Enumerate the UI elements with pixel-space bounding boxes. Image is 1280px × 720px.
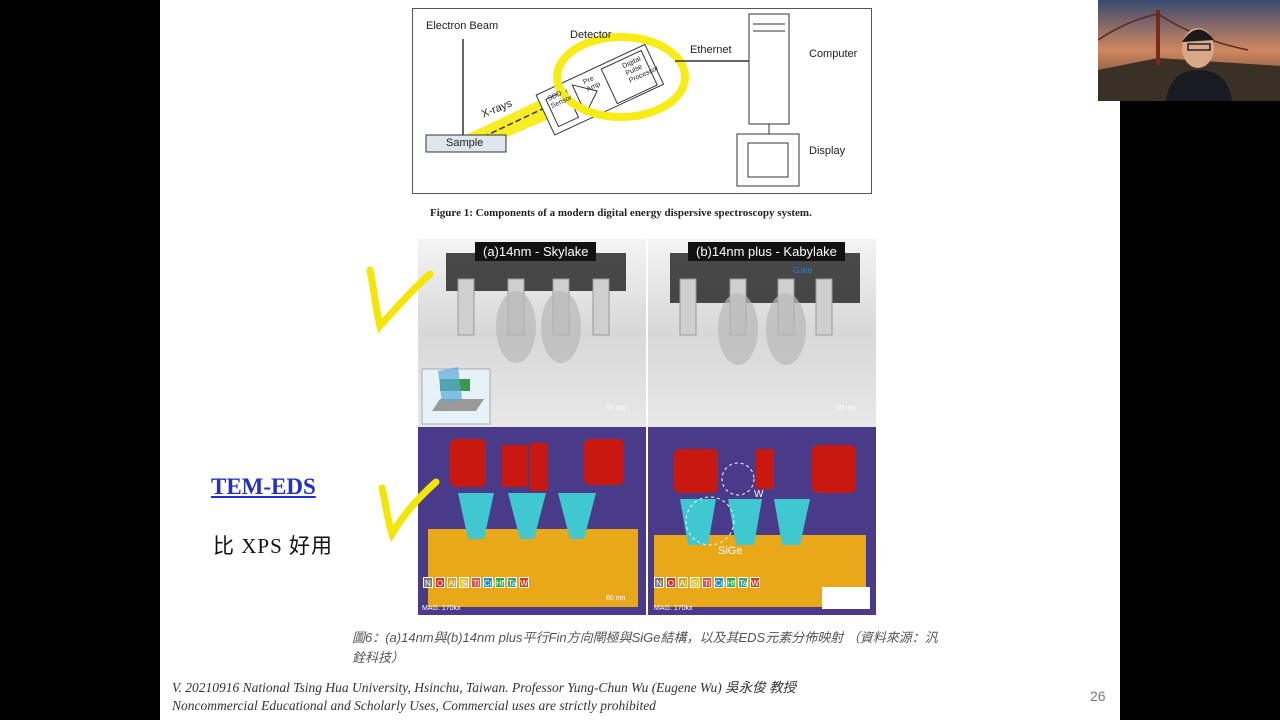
- scale-bar-c: 60 nm: [606, 595, 626, 602]
- legend-element-ta: Ta: [507, 577, 517, 588]
- slide: Electron Beam Detector Ethernet Computer…: [160, 0, 1120, 720]
- gate-label: Gate: [793, 265, 813, 275]
- footer-line-1: V. 20210916 National Tsing Hua Universit…: [172, 680, 797, 695]
- legend-element-n: N: [654, 577, 664, 588]
- legend-element-o: O: [666, 577, 676, 588]
- scale-bar-a: 60 nm: [606, 405, 626, 412]
- detector-label: Detector: [570, 29, 612, 41]
- sige-label: SiGe: [718, 545, 743, 557]
- eds-system-diagram: Electron Beam Detector Ethernet Computer…: [412, 8, 872, 194]
- tem-title-b: (b)14nm plus - Kabylake: [688, 242, 845, 261]
- element-legend-a: N O Al Si Ti Co Hf Ta W: [423, 577, 529, 588]
- annotation-checkmarks: [366, 266, 440, 543]
- legend-element-co: Co: [714, 577, 726, 588]
- slide-footer: V. 20210916 National Tsing Hua Universit…: [172, 679, 796, 715]
- legend-element-al: Al: [447, 577, 457, 588]
- mag-a: MAG: 170kx: [422, 605, 461, 612]
- legend-element-hf: Hf: [726, 577, 736, 588]
- tem-eds-link[interactable]: TEM-EDS: [211, 474, 316, 499]
- tem-eds-drawing: [418, 239, 876, 615]
- page-number: 26: [1090, 688, 1106, 704]
- figure6-caption: 圖6：(a)14nm與(b)14nm plus平行Fin方向閘極與SiGe結構，…: [352, 630, 938, 665]
- xps-comparison-text: 比 XPS 好用: [213, 534, 334, 558]
- display-label: Display: [809, 145, 846, 157]
- legend-element-co: Co: [483, 577, 495, 588]
- legend-element-w: W: [519, 577, 529, 588]
- legend-element-o: O: [435, 577, 445, 588]
- legend-element-al: Al: [678, 577, 688, 588]
- tem-eds-image: (a)14nm - Skylake (b)14nm plus - Kabylak…: [418, 239, 876, 615]
- element-legend-b: N O Al Si Ti Co Hf Ta W: [654, 577, 760, 588]
- sample-label: Sample: [446, 137, 484, 149]
- footer-line-2: Noncommercial Educational and Scholarly …: [172, 698, 656, 713]
- computer-label: Computer: [809, 48, 858, 60]
- legend-element-ti: Ti: [702, 577, 712, 588]
- webcam-video: [1098, 0, 1280, 101]
- legend-element-ti: Ti: [471, 577, 481, 588]
- eds-diagram-lines: [425, 13, 800, 187]
- scale-bar-b: 60 nm: [836, 405, 856, 412]
- legend-element-n: N: [423, 577, 433, 588]
- figure1-caption: Figure 1: Components of a modern digital…: [430, 207, 812, 219]
- w-label: W: [754, 489, 764, 500]
- legend-element-si: Si: [690, 577, 700, 588]
- legend-element-hf: Hf: [495, 577, 505, 588]
- tem-title-a: (a)14nm - Skylake: [475, 242, 597, 261]
- presenter-video-frame: [1098, 0, 1280, 101]
- electron-beam-label: Electron Beam: [426, 20, 499, 32]
- ethernet-label: Ethernet: [690, 44, 732, 56]
- mag-b: MAG: 170kx: [654, 605, 693, 612]
- legend-element-si: Si: [459, 577, 469, 588]
- legend-element-w: W: [750, 577, 760, 588]
- legend-element-ta: Ta: [738, 577, 748, 588]
